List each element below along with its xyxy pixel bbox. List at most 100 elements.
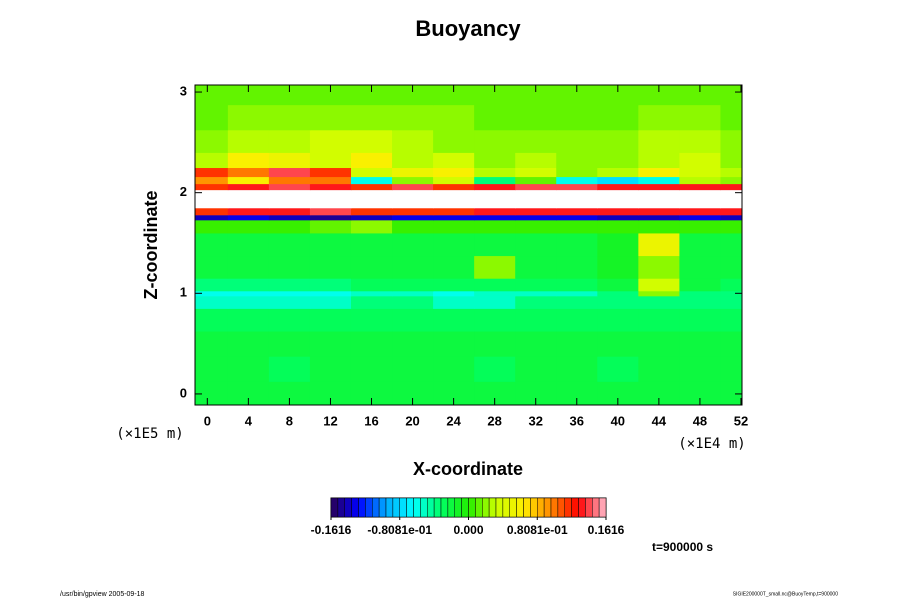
colorbar-tick-label: 0.000 [453, 523, 483, 537]
heatmap-cell [679, 219, 721, 234]
heatmap-cell [227, 381, 270, 405]
colorbar-swatch [337, 497, 345, 518]
heatmap-cell [515, 207, 557, 216]
heatmap-cell [268, 167, 311, 178]
colorbar-swatch [537, 497, 545, 518]
heatmap-cell [268, 207, 311, 216]
heatmap-cell [474, 356, 516, 382]
heatmap-cell [720, 381, 742, 405]
heatmap-cell [227, 278, 270, 292]
heatmap-cell [556, 189, 598, 199]
x-tick-label: 24 [446, 413, 461, 428]
heatmap-cell [350, 167, 393, 178]
heatmap-cell [195, 183, 229, 191]
heatmap-cell [556, 152, 598, 169]
heatmap-cell [309, 295, 352, 309]
colorbar-swatch [358, 497, 366, 518]
heatmap-cell [392, 129, 434, 153]
heatmap-cell [309, 255, 352, 279]
heatmap-cell [515, 255, 557, 279]
x-tick-label: 12 [323, 413, 337, 428]
heatmap-cell [195, 214, 229, 221]
heatmap-cell [679, 214, 721, 221]
heatmap-cell [195, 295, 229, 309]
heatmap-cell [433, 129, 475, 153]
heatmap-cell [638, 129, 680, 153]
heatmap-cell [474, 104, 516, 131]
heatmap-cell [350, 356, 393, 382]
heatmap-cell [515, 232, 557, 257]
heatmap-cell [268, 104, 311, 131]
heatmap-cell [268, 331, 311, 357]
heatmap-cell [556, 290, 598, 297]
colorbar-tick-label: -0.1616 [311, 523, 352, 537]
heatmap-cell [195, 197, 229, 209]
heatmap-cell [474, 308, 516, 332]
heatmap-cell [350, 176, 393, 185]
x-tick-label: 8 [286, 413, 293, 428]
heatmap-cell [195, 255, 229, 279]
x-tick-label: 52 [734, 413, 748, 428]
colorbar-swatch [454, 497, 462, 518]
x-tick-label: 0 [204, 413, 211, 428]
colorbar-swatch [530, 497, 538, 518]
heatmap-cell [268, 295, 311, 309]
heatmap-cell [720, 232, 742, 257]
heatmap-cell [309, 104, 352, 131]
heatmap-cell [720, 255, 742, 279]
heatmap-cell [638, 381, 680, 405]
heatmap-cell [515, 176, 557, 185]
heatmap-cell [638, 167, 680, 178]
heatmap-cell [392, 381, 434, 405]
heatmap-cell [350, 219, 393, 234]
colorbar-swatch [440, 497, 449, 518]
heatmap-cell [433, 381, 475, 405]
heatmap-cell [597, 167, 639, 178]
heatmap-cell [268, 176, 311, 185]
heatmap-cell [638, 219, 680, 234]
x-tick-label: 20 [405, 413, 419, 428]
heatmap-cell [309, 176, 352, 185]
heatmap-cell [556, 183, 598, 191]
heatmap-cell [195, 167, 229, 178]
heatmap-cell [638, 331, 680, 357]
heatmap-cell [720, 308, 742, 332]
heatmap-cell [309, 183, 352, 191]
heatmap-cell [556, 176, 598, 185]
heatmap-cell [195, 176, 229, 185]
heatmap-cell [597, 308, 639, 332]
heatmap-cell [433, 167, 475, 178]
x-tick-label: 36 [570, 413, 584, 428]
heatmap-cell [679, 189, 721, 199]
heatmap-cell [227, 232, 270, 257]
heatmap-cell [392, 295, 434, 309]
heatmap-cell [474, 207, 516, 216]
heatmap-cell [515, 183, 557, 191]
heatmap-cell [597, 176, 639, 185]
heatmap-cell [268, 214, 311, 221]
heatmap-cell [597, 232, 639, 257]
colorbar-swatch [433, 497, 442, 518]
heatmap-cell [195, 104, 229, 131]
x-tick-label: 40 [611, 413, 625, 428]
heatmap-cell [679, 183, 721, 191]
heatmap-cell [350, 232, 393, 257]
heatmap-cell [392, 255, 434, 279]
chart-title: Buoyancy [415, 16, 521, 41]
x-tick-label: 4 [245, 413, 253, 428]
x-tick-label: 48 [693, 413, 707, 428]
heatmap-cell [720, 167, 742, 178]
heatmap-cell [309, 152, 352, 169]
heatmap-cell [720, 152, 742, 169]
heatmap-cell [474, 152, 516, 169]
heatmap-cell [309, 278, 352, 292]
heatmap-cell [268, 129, 311, 153]
heatmap-cell [638, 278, 680, 292]
heatmap-cell [268, 85, 311, 106]
heatmap-cell [597, 183, 639, 191]
heatmap-cell [195, 308, 229, 332]
colorbar-swatch [427, 497, 435, 518]
heatmap-cell [597, 219, 639, 234]
heatmap-cell [597, 207, 639, 216]
